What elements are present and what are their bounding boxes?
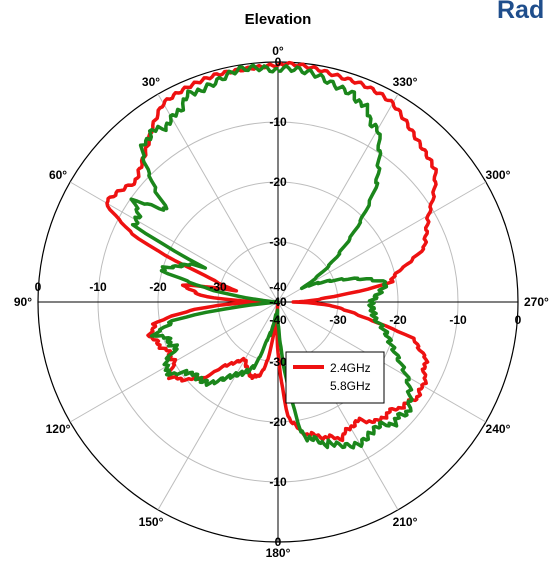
series-curves	[105, 60, 438, 450]
radial-tick-label: -10	[269, 115, 287, 129]
angle-tick-label: 300°	[486, 168, 511, 182]
radial-tick-label: -20	[269, 175, 287, 189]
grid-spoke	[157, 301, 279, 511]
radial-tick-label: 0	[275, 55, 282, 69]
grid-spoke	[277, 93, 399, 303]
angle-tick-label: 90°	[14, 295, 32, 309]
radial-tick-label: -40	[269, 295, 287, 309]
angle-tick-label: 270°	[524, 295, 549, 309]
angle-tick-label: 330°	[393, 75, 418, 89]
radial-tick-label: -10	[449, 313, 467, 327]
radial-tick-label: -30	[269, 355, 287, 369]
radial-tick-label: -30	[269, 235, 287, 249]
radial-tick-label: 0	[275, 535, 282, 549]
series-line-5.8GHz	[129, 63, 414, 450]
radial-tick-label: -30	[209, 280, 227, 294]
radial-tick-label: -20	[149, 280, 167, 294]
legend-label-2.4GHz: 2.4GHz	[330, 361, 371, 375]
radial-tick-label: 0	[35, 280, 42, 294]
chart-title: Elevation	[245, 11, 312, 28]
radial-tick-label: -10	[89, 280, 107, 294]
radial-tick-label: -40	[269, 280, 287, 294]
angle-tick-label: 240°	[486, 422, 511, 436]
legend: 2.4GHz 5.8GHz	[285, 351, 385, 404]
angle-tick-label: 30°	[142, 75, 160, 89]
angle-tick-label: 180°	[266, 546, 291, 560]
page-title: Rad	[497, 0, 545, 24]
radial-tick-label: -10	[269, 475, 287, 489]
angle-tick-label: 210°	[393, 515, 418, 529]
series-line-2.4GHz	[105, 60, 438, 443]
radial-tick-label: -40	[269, 295, 287, 309]
angle-tick-label: 0°	[272, 44, 284, 58]
legend-box	[285, 351, 385, 404]
grid-spoke	[277, 301, 399, 511]
angle-tick-label: 60°	[49, 168, 67, 182]
radial-tick-label: -20	[389, 313, 407, 327]
radial-tick-labels: 0 0 0 0 -10 -10 -10 -10 -20 -20 -20 -20 -30 -30 -30 -30…	[35, 55, 522, 549]
radial-tick-label: -20	[269, 415, 287, 429]
legend-label-5.8GHz: 5.8GHz	[330, 379, 371, 393]
radial-tick-label: -40	[269, 313, 287, 327]
polar-grid	[37, 61, 519, 543]
radial-tick-label: 0	[515, 313, 522, 327]
angle-tick-label: 120°	[46, 422, 71, 436]
grid-spoke	[69, 181, 279, 303]
radial-tick-label: -30	[329, 313, 347, 327]
grid-spoke	[157, 93, 279, 303]
angle-tick-label: 150°	[139, 515, 164, 529]
angle-tick-labels: 0° 30° 60° 90° 120° 150° 180° 210° 240° 270° 300° 3…	[14, 44, 549, 560]
